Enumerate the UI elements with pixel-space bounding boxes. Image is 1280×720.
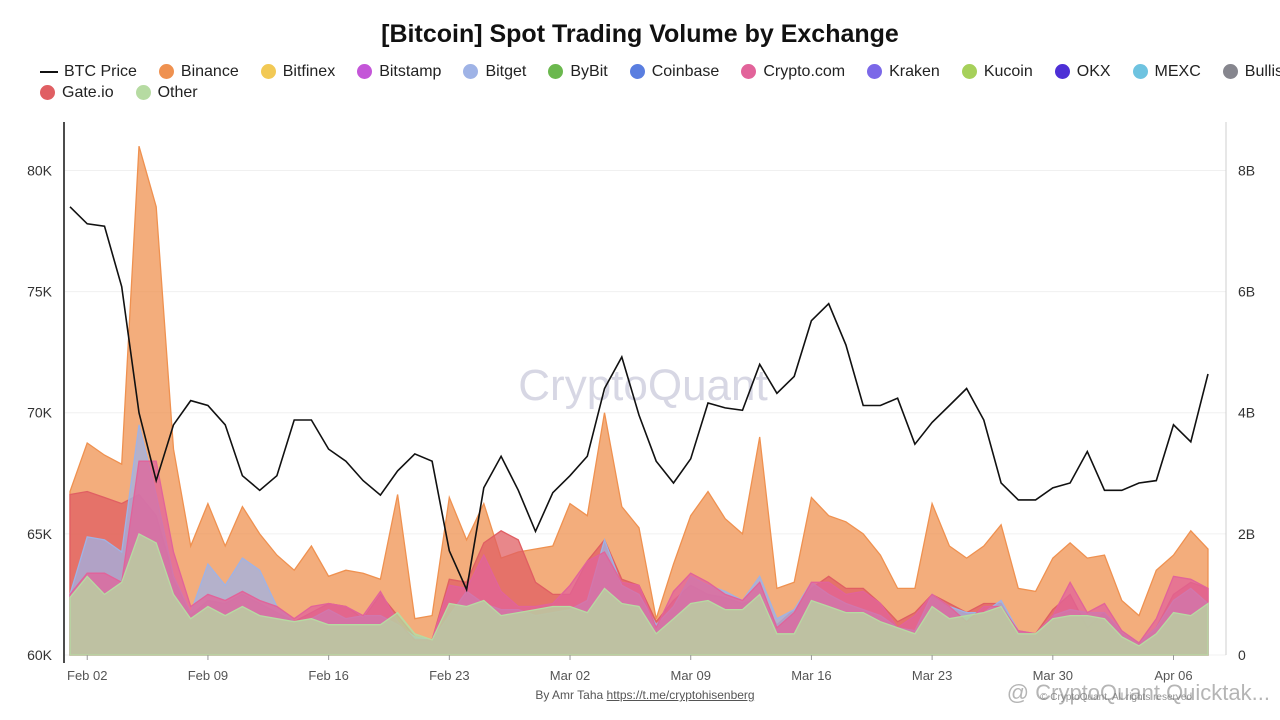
legend: BTC Price Binance Bitfinex Bitstamp Bitget By…	[40, 61, 1280, 103]
chart-title: [Bitcoin] Spot Trading Volume by Exchang…	[381, 20, 899, 48]
footer-author: By Amr Taha	[535, 688, 604, 702]
legend-label: Kraken	[889, 62, 940, 80]
legend-label: OKX	[1076, 62, 1111, 80]
legend-dot-icon	[1132, 64, 1148, 79]
legend-label: Coinbase	[651, 62, 720, 80]
legend-item-binance[interactable]: Binance	[158, 62, 239, 81]
legend-dot-icon	[40, 85, 55, 100]
left-tick-label: 60K	[27, 647, 53, 663]
legend-dot-icon	[741, 64, 757, 79]
legend-dot-icon	[135, 85, 151, 100]
legend-item-bitstamp[interactable]: Bitstamp	[357, 63, 441, 81]
legend-label: Other	[157, 83, 198, 101]
legend-row: Gate.io Other	[40, 82, 1260, 103]
legend-label: Bitfinex	[282, 62, 336, 80]
price-layer	[69, 206, 1209, 593]
legend-item-bitfinex[interactable]: Bitfinex	[260, 62, 336, 81]
right-tick-label: 8B	[1238, 162, 1255, 178]
legend-item-gate-io[interactable]: Gate.io	[40, 84, 114, 102]
x-tick-label: Mar 16	[791, 668, 831, 683]
legend-dot-icon	[463, 64, 479, 79]
x-tick-label: Feb 16	[308, 668, 348, 683]
legend-dot-icon	[548, 64, 564, 79]
legend-label: ByBit	[570, 62, 608, 80]
x-tick-label: Mar 09	[670, 668, 710, 683]
right-tick-label: 6B	[1238, 284, 1255, 300]
legend-row: BTC Price Binance Bitfinex Bitstamp Bitget By…	[40, 61, 1280, 82]
right-tick-label: 4B	[1238, 405, 1255, 421]
legend-item-bullish[interactable]: Bullish	[1222, 62, 1280, 81]
watermark-text: CryptoQuant	[518, 361, 767, 410]
bottom-watermark: @ CryptoQuant Quicktak...	[1006, 680, 1270, 705]
x-tick-label: Feb 09	[188, 668, 228, 683]
legend-dot-icon	[961, 64, 977, 79]
legend-dot-icon	[867, 64, 883, 79]
x-tick-label: Apr 06	[1154, 668, 1192, 683]
volume-areas	[69, 146, 1209, 656]
left-tick-label: 70K	[27, 405, 53, 421]
legend-label: Bullish	[1244, 62, 1280, 80]
legend-label: Gate.io	[62, 83, 114, 101]
right-tick-label: 2B	[1238, 526, 1255, 542]
legend-dot-icon	[1222, 64, 1238, 79]
x-tick-label: Mar 30	[1033, 668, 1073, 683]
legend-label: Bitstamp	[379, 62, 442, 80]
legend-dot-icon	[357, 64, 373, 79]
left-tick-label: 75K	[27, 284, 53, 300]
legend-label: Crypto.com	[763, 62, 846, 80]
copyright-text: © CryptoQuant. All rights reserved	[1040, 692, 1192, 703]
btc-price-line	[69, 206, 1209, 593]
legend-item-coinbase[interactable]: Coinbase	[629, 62, 720, 81]
left-tick-label: 65K	[27, 526, 53, 542]
legend-item-crypto-com[interactable]: Crypto.com	[741, 63, 845, 81]
right-tick-label: 0	[1238, 647, 1246, 663]
legend-item-okx[interactable]: OKX	[1054, 62, 1111, 81]
legend-line-icon	[40, 70, 58, 73]
legend-label: Bitget	[485, 62, 527, 80]
x-tick-label: Feb 23	[429, 668, 469, 683]
legend-item-mexc[interactable]: MEXC	[1132, 62, 1201, 81]
legend-item-bybit[interactable]: ByBit	[548, 62, 608, 81]
area-series-crypto-com	[69, 460, 1209, 656]
legend-item-kucoin[interactable]: Kucoin	[961, 62, 1033, 81]
legend-label: MEXC	[1154, 62, 1201, 80]
legend-item-bitget[interactable]: Bitget	[463, 63, 526, 81]
legend-item-btc-price[interactable]: BTC Price	[40, 63, 137, 81]
legend-label: Binance	[180, 62, 239, 80]
legend-dot-icon	[260, 64, 276, 79]
legend-dot-icon	[629, 64, 645, 79]
footer: By Amr Taha https://t.me/cryptohisenberg	[0, 688, 1280, 702]
axes: 60K 65K 70K 75K 80K 0 2B 4B 6B 8B Feb 02 Feb 09 Feb …	[27, 122, 1255, 683]
legend-item-other[interactable]: Other	[135, 83, 198, 102]
x-tick-label: Mar 02	[550, 668, 590, 683]
legend-label: BTC Price	[64, 62, 137, 80]
legend-dot-icon	[1054, 64, 1070, 79]
footer-link[interactable]: https://t.me/cryptohisenberg	[606, 688, 755, 702]
x-tick-label: Feb 02	[67, 668, 107, 683]
area-series-other	[69, 532, 1209, 656]
legend-item-kraken[interactable]: Kraken	[867, 63, 940, 81]
left-tick-label: 80K	[27, 162, 53, 178]
x-tick-label: Mar 23	[912, 668, 952, 683]
legend-label: Kucoin	[983, 62, 1033, 80]
legend-dot-icon	[158, 64, 174, 79]
